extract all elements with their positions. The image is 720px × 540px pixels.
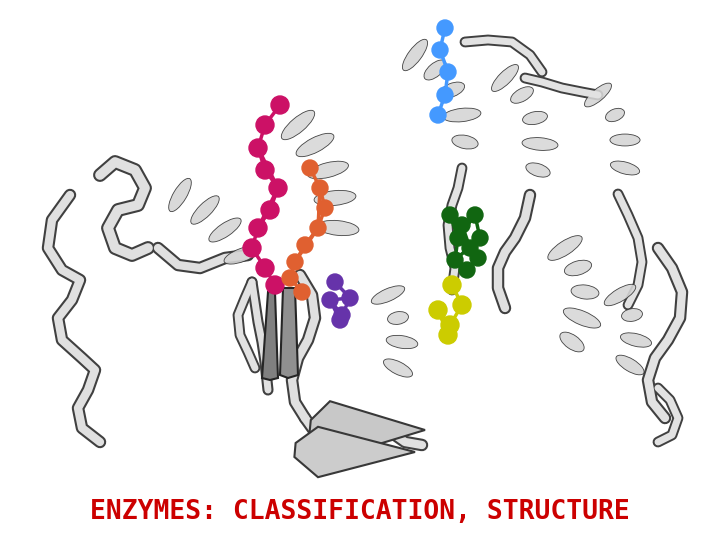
Circle shape (256, 161, 274, 179)
Circle shape (271, 96, 289, 114)
Circle shape (462, 240, 478, 256)
Circle shape (294, 284, 310, 300)
Circle shape (342, 290, 358, 306)
Circle shape (432, 42, 448, 58)
Circle shape (437, 87, 453, 103)
Circle shape (249, 219, 267, 237)
Circle shape (441, 316, 459, 334)
Ellipse shape (317, 220, 359, 235)
Circle shape (312, 180, 328, 196)
Ellipse shape (384, 359, 413, 377)
Circle shape (429, 301, 447, 319)
Circle shape (261, 201, 279, 219)
Circle shape (470, 250, 486, 266)
Ellipse shape (523, 111, 547, 125)
Ellipse shape (372, 286, 405, 304)
Circle shape (266, 276, 284, 294)
Ellipse shape (424, 60, 446, 80)
Text: ENZYMES: CLASSIFICATION, STRUCTURE: ENZYMES: CLASSIFICATION, STRUCTURE (90, 499, 630, 525)
Ellipse shape (616, 355, 644, 375)
Circle shape (269, 179, 287, 197)
Ellipse shape (224, 246, 260, 264)
Circle shape (440, 64, 456, 80)
Circle shape (454, 217, 470, 233)
Circle shape (453, 296, 471, 314)
Circle shape (256, 116, 274, 134)
Circle shape (243, 239, 261, 257)
Ellipse shape (314, 191, 356, 206)
Ellipse shape (522, 138, 558, 151)
Ellipse shape (209, 218, 241, 242)
Ellipse shape (191, 196, 219, 224)
Circle shape (249, 139, 267, 157)
Circle shape (472, 230, 488, 246)
Ellipse shape (526, 163, 550, 177)
Circle shape (430, 107, 446, 123)
Ellipse shape (168, 178, 192, 212)
Ellipse shape (386, 335, 418, 349)
Circle shape (317, 200, 333, 216)
Circle shape (439, 326, 457, 344)
Circle shape (302, 160, 318, 176)
Polygon shape (294, 427, 415, 477)
Ellipse shape (560, 332, 584, 352)
Circle shape (287, 254, 303, 270)
Ellipse shape (402, 39, 428, 71)
Circle shape (459, 262, 475, 278)
Circle shape (450, 230, 466, 246)
Ellipse shape (510, 87, 534, 103)
Ellipse shape (307, 161, 348, 179)
Ellipse shape (585, 83, 611, 107)
Ellipse shape (564, 260, 592, 276)
Ellipse shape (452, 135, 478, 149)
Circle shape (442, 207, 458, 223)
Ellipse shape (621, 333, 652, 347)
Polygon shape (309, 401, 425, 459)
Circle shape (322, 292, 338, 308)
Ellipse shape (282, 110, 315, 140)
Circle shape (332, 312, 348, 328)
Ellipse shape (563, 308, 600, 328)
Ellipse shape (610, 134, 640, 146)
Ellipse shape (548, 235, 582, 260)
Ellipse shape (621, 308, 642, 321)
Ellipse shape (443, 108, 481, 122)
Circle shape (447, 252, 463, 268)
Circle shape (443, 276, 461, 294)
Polygon shape (262, 292, 278, 380)
Circle shape (297, 237, 313, 253)
Ellipse shape (387, 312, 408, 325)
Circle shape (437, 20, 453, 36)
Ellipse shape (571, 285, 599, 299)
Circle shape (256, 259, 274, 277)
Ellipse shape (296, 133, 334, 157)
Circle shape (467, 207, 483, 223)
Ellipse shape (439, 82, 464, 98)
Polygon shape (280, 288, 298, 378)
Ellipse shape (606, 109, 624, 122)
Ellipse shape (604, 284, 636, 306)
Ellipse shape (611, 161, 639, 175)
Circle shape (334, 307, 350, 323)
Circle shape (310, 220, 326, 236)
Ellipse shape (492, 64, 518, 91)
Circle shape (327, 274, 343, 290)
Circle shape (282, 270, 298, 286)
